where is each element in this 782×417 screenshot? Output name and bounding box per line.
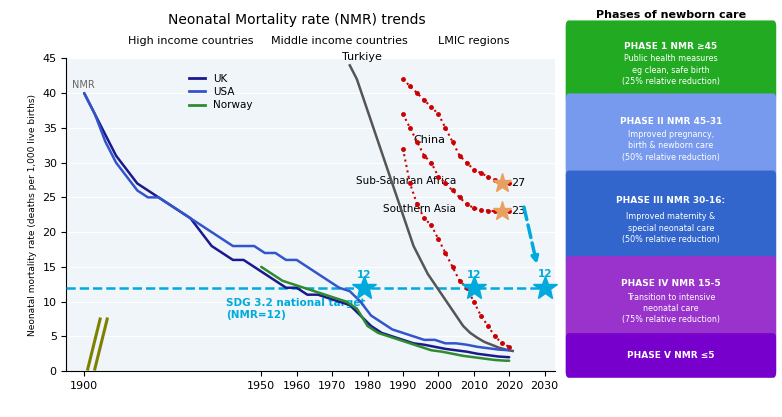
Text: Phases of newborn care: Phases of newborn care <box>596 10 746 20</box>
Text: 12: 12 <box>357 270 371 280</box>
Text: (NMR=12): (NMR=12) <box>226 310 285 320</box>
Text: Improved pregnancy,
birth & newborn care
(50% relative reduction): Improved pregnancy, birth & newborn care… <box>622 130 720 162</box>
Text: Improved maternity &
special neonatal care
(50% relative reduction): Improved maternity & special neonatal ca… <box>622 212 720 244</box>
FancyBboxPatch shape <box>565 20 777 103</box>
Text: PHASE III NMR 30-16:: PHASE III NMR 30-16: <box>616 196 726 205</box>
Text: PHASE 1 NMR ≥45: PHASE 1 NMR ≥45 <box>624 43 718 51</box>
FancyBboxPatch shape <box>565 256 777 342</box>
Text: Transition to intensive
neonatal care
(75% relative reduction): Transition to intensive neonatal care (7… <box>622 292 720 324</box>
Text: PHASE V NMR ≤5: PHASE V NMR ≤5 <box>627 351 715 360</box>
Text: China: China <box>414 135 446 145</box>
Text: PHASE II NMR 45-31: PHASE II NMR 45-31 <box>620 117 722 126</box>
Text: Southern Asia: Southern Asia <box>383 204 456 214</box>
Text: Turkiye: Turkiye <box>343 52 382 62</box>
Text: 27: 27 <box>511 178 526 188</box>
Text: 12: 12 <box>537 269 552 279</box>
Y-axis label: Neonatal mortality rate (deaths per 1,000 live births): Neonatal mortality rate (deaths per 1,00… <box>28 94 37 336</box>
Text: Public health measures
eg clean, safe birth
(25% relative reduction): Public health measures eg clean, safe bi… <box>622 54 720 86</box>
Text: SDG 3.2 national target: SDG 3.2 national target <box>226 298 365 308</box>
Text: 12: 12 <box>467 270 481 280</box>
Text: LMIC regions: LMIC regions <box>438 36 510 46</box>
FancyBboxPatch shape <box>565 93 777 180</box>
Text: Neonatal Mortality rate (NMR) trends: Neonatal Mortality rate (NMR) trends <box>168 13 426 27</box>
Text: PHASE IV NMR 15-5: PHASE IV NMR 15-5 <box>621 279 721 288</box>
Text: 23: 23 <box>511 206 525 216</box>
FancyBboxPatch shape <box>565 333 777 378</box>
Text: High income countries: High income countries <box>127 36 253 46</box>
Text: NMR: NMR <box>72 80 95 90</box>
Legend: UK, USA, Norway: UK, USA, Norway <box>185 70 256 114</box>
FancyBboxPatch shape <box>565 171 777 265</box>
Text: Sub-Saharan Africa: Sub-Saharan Africa <box>356 176 456 186</box>
Text: Middle income countries: Middle income countries <box>271 36 407 46</box>
